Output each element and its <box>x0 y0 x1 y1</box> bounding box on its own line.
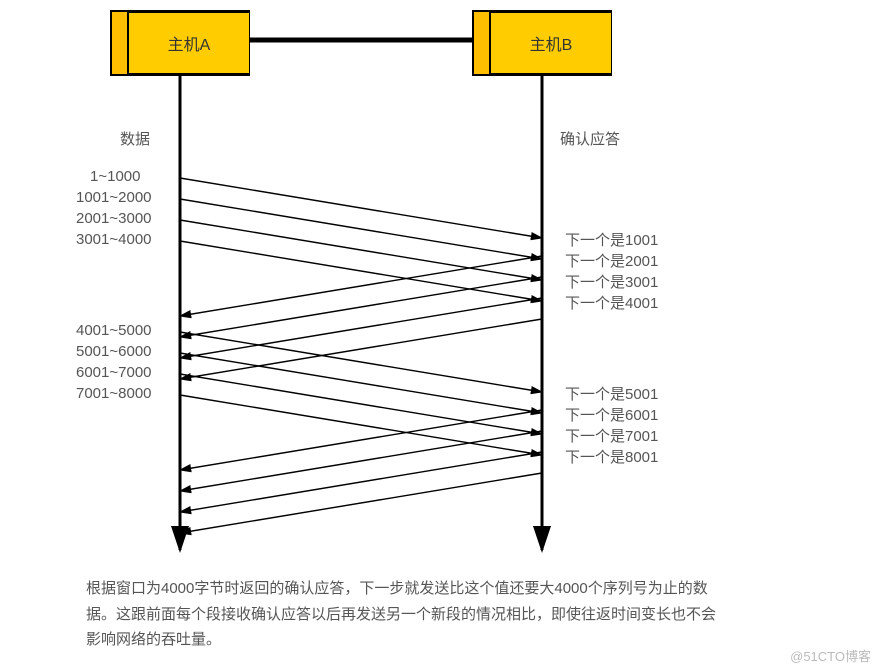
arrows-svg <box>0 0 881 671</box>
caption-text: 根据窗口为4000字节时返回的确认应答，下一步就发送比这个值还要大4000个序列… <box>86 576 726 653</box>
sequence-diagram: 主机A 主机B 数据 确认应答 1~1000 1001~2000 2001~30… <box>0 0 881 671</box>
watermark-text: @51CTO博客 <box>790 646 871 665</box>
ack-arrows-group <box>180 256 542 533</box>
data-arrows-group <box>180 178 542 455</box>
